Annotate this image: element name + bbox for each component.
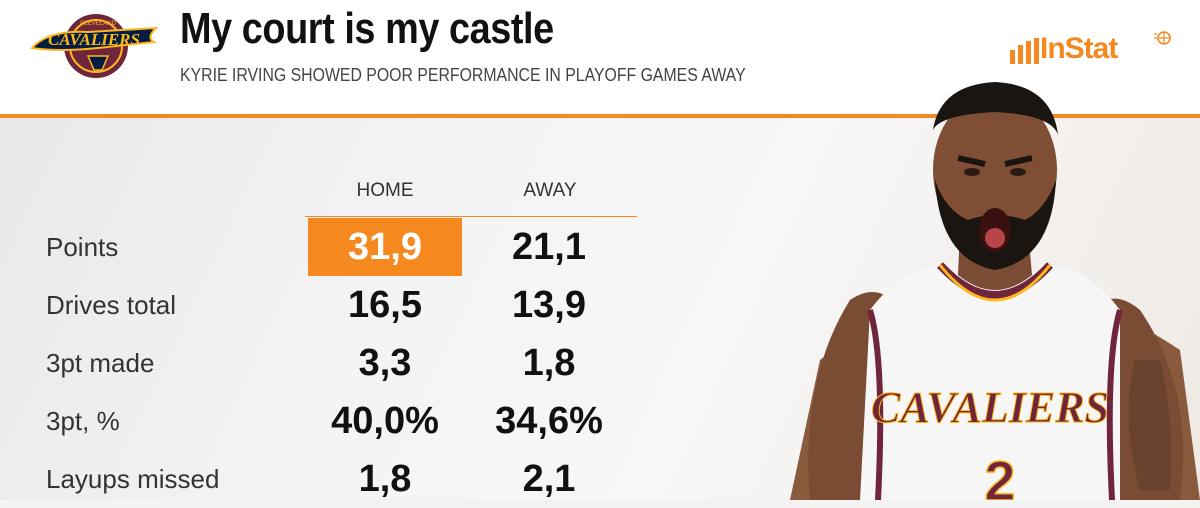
home-value: 31,9 (308, 218, 462, 276)
header: CAVALIERS CLEVELAND My court is my castl… (0, 0, 1200, 116)
cavaliers-logo: CAVALIERS CLEVELAND (30, 14, 159, 78)
home-value: 40,0% (331, 400, 439, 442)
column-header-away: AWAY (523, 180, 577, 201)
away-value: 13,9 (512, 284, 586, 326)
row-label: 3pt, % (46, 406, 120, 436)
home-value: 16,5 (348, 284, 422, 326)
column-header-divider (305, 216, 637, 217)
stat-row-3pt-pct: 3pt, % 40,0% 34,6% (0, 392, 800, 450)
away-value: 21,1 (512, 226, 586, 268)
away-value: 2,1 (522, 458, 576, 500)
row-label: 3pt made (46, 348, 155, 378)
svg-text:CAVALIERS: CAVALIERS (48, 30, 140, 49)
stat-row-layups-missed: Layups missed 1,8 2,1 (0, 450, 800, 508)
away-value: 34,6% (495, 400, 603, 442)
stat-row-drives: Drives total 16,5 13,9 (0, 276, 800, 334)
page-title: My court is my castle (180, 4, 554, 53)
brand-logo: InStat (1010, 30, 1180, 70)
row-label: Drives total (46, 290, 177, 320)
column-header-home: HOME (356, 180, 414, 201)
header-divider (0, 114, 1200, 118)
player-photo: CAVALIERS 2 (790, 82, 1200, 500)
brand-name: InStat (1040, 32, 1118, 65)
home-value: 1,8 (358, 458, 412, 500)
home-value: 3,3 (358, 342, 412, 384)
page-subtitle: KYRIE IRVING SHOWED POOR PERFORMANCE IN … (180, 65, 746, 85)
basketball-icon (1154, 31, 1171, 45)
svg-text:CAVALIERS: CAVALIERS (871, 383, 1109, 432)
instat-bars-icon (1010, 38, 1039, 64)
stat-row-points: Points 31,9 21,1 (0, 218, 800, 276)
svg-text:CLEVELAND: CLEVELAND (80, 21, 116, 27)
row-label: Layups missed (46, 464, 220, 494)
stat-row-3pt-made: 3pt made 3,3 1,8 (0, 334, 800, 392)
row-label: Points (46, 232, 119, 262)
away-value: 1,8 (522, 342, 576, 384)
svg-text:2: 2 (984, 449, 1015, 500)
